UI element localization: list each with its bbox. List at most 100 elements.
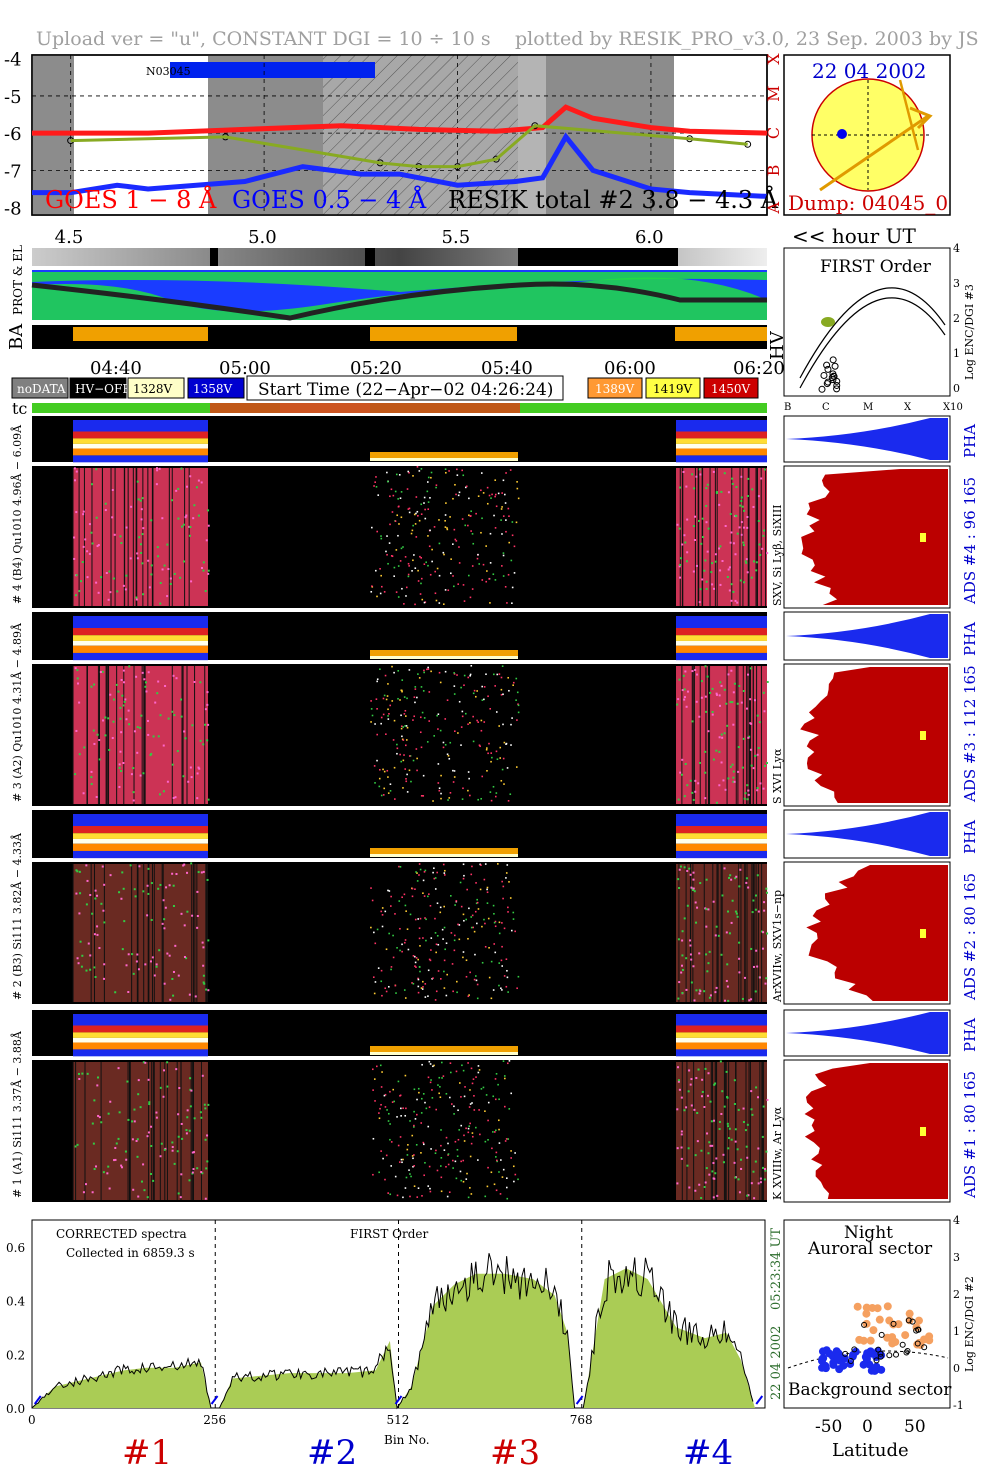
ads-dot xyxy=(171,977,174,980)
ads-dot xyxy=(389,704,392,707)
ads-dot xyxy=(757,1147,760,1150)
ads-dot xyxy=(138,865,141,868)
pha-band xyxy=(370,650,518,656)
ads-dot xyxy=(467,524,469,527)
ads-dot xyxy=(416,757,418,760)
ads-dot xyxy=(490,760,492,763)
ads-dot xyxy=(406,1154,409,1156)
ads-dot xyxy=(447,754,450,757)
ads-dot xyxy=(504,1077,506,1080)
ads-dot xyxy=(463,684,465,687)
ads-dot xyxy=(89,954,92,957)
ads-dot xyxy=(414,603,416,606)
ads-dot xyxy=(154,701,157,704)
ads-dot xyxy=(387,889,389,892)
ads-dot xyxy=(746,526,749,529)
ads-dot xyxy=(475,975,477,977)
ads-dot xyxy=(483,698,485,701)
ads-dot xyxy=(507,800,510,802)
ads-dot xyxy=(93,1099,96,1102)
ads-dot xyxy=(690,1104,693,1107)
ads-dot xyxy=(414,918,417,921)
ads-dot xyxy=(423,871,426,873)
ads-dot xyxy=(454,538,457,541)
ads-dot xyxy=(699,473,702,476)
lat-point-auroral xyxy=(905,1309,914,1318)
ads-dot xyxy=(503,927,506,930)
ads-dot xyxy=(400,725,403,728)
ads-dot xyxy=(700,680,703,683)
ads-dot xyxy=(686,551,689,554)
ads-dot xyxy=(188,1179,191,1182)
ads-dot xyxy=(413,1126,415,1128)
ads-dot xyxy=(104,509,107,512)
ads-dot xyxy=(415,496,418,498)
ads-dot xyxy=(414,888,416,891)
ads-dot xyxy=(757,1096,760,1099)
ads-dot xyxy=(427,1076,430,1079)
ads-dot xyxy=(401,689,403,692)
ads-dot xyxy=(698,761,701,764)
ads-dot xyxy=(206,703,209,706)
ads-dot xyxy=(84,538,87,541)
ads-dot xyxy=(477,721,480,723)
ads-dot xyxy=(163,982,166,985)
ads-dot xyxy=(447,1163,450,1166)
ads-dot xyxy=(372,1089,374,1091)
ads-dot xyxy=(733,682,736,685)
ads-dot xyxy=(488,976,491,979)
ads-dot xyxy=(131,1138,134,1141)
ads-dot xyxy=(152,735,155,738)
ads-dot xyxy=(485,580,488,583)
ads-dot xyxy=(443,970,445,973)
ads-dot xyxy=(405,715,407,717)
ads-dot xyxy=(132,791,135,794)
ads-dot xyxy=(193,504,196,507)
ads-dot xyxy=(107,1165,110,1168)
ads-dot xyxy=(438,542,441,545)
ads-dot xyxy=(387,715,389,717)
ads-dot xyxy=(470,916,473,918)
ads-dot xyxy=(431,1089,433,1091)
ads-dot xyxy=(468,1106,471,1108)
spectrum-xtick: 512 xyxy=(387,1413,410,1427)
ads-dot xyxy=(94,897,97,900)
ads-dot xyxy=(118,766,121,769)
ads-dot xyxy=(699,882,702,885)
ads-dot xyxy=(751,1113,754,1116)
ads-dot xyxy=(398,900,401,902)
ads-dot xyxy=(686,904,689,907)
ads-dot xyxy=(383,1094,386,1097)
ads-dot xyxy=(509,897,512,899)
ads-dot xyxy=(142,772,145,775)
ads-dot xyxy=(731,477,734,480)
ads-dot xyxy=(182,775,185,778)
ads-dot xyxy=(495,493,497,496)
ads-dot xyxy=(508,515,510,517)
pha-band xyxy=(676,616,767,628)
ads-dot xyxy=(740,496,743,499)
ads-dot xyxy=(175,677,178,680)
ads-dot xyxy=(494,685,496,687)
ads-dot xyxy=(501,565,503,567)
ads-dot xyxy=(150,1125,153,1128)
ads-dot xyxy=(766,1098,769,1101)
ads-dot xyxy=(700,1196,703,1199)
ads-dot xyxy=(388,932,390,935)
ads-dot xyxy=(498,1171,500,1173)
ads-dot xyxy=(507,676,509,679)
orbit-arrow xyxy=(819,114,929,192)
ads-dot xyxy=(744,560,747,563)
ads-dot xyxy=(701,517,704,520)
ads-dot xyxy=(412,1165,414,1168)
ads-dot xyxy=(506,767,509,769)
first-order-title: FIRST Order xyxy=(820,257,932,277)
ads-dot xyxy=(98,758,101,761)
ads-dot xyxy=(475,1126,477,1129)
ads-dot xyxy=(153,974,156,977)
ads-dot xyxy=(740,1158,743,1161)
ads-dot xyxy=(468,994,470,996)
ads-dot xyxy=(370,721,372,723)
ads-dot xyxy=(376,595,378,598)
